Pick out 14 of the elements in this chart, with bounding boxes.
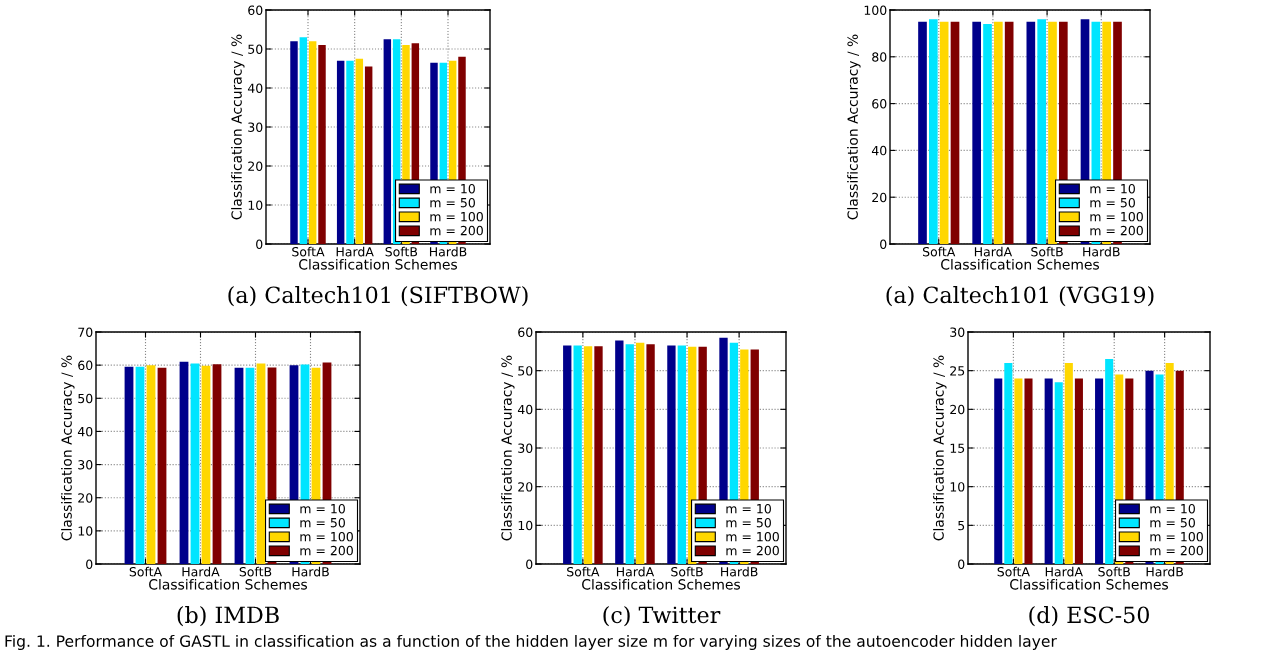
bar	[336, 60, 345, 244]
text: (a) Caltech101 (SIFTBOW)	[228, 286, 528, 307]
text: (b) IMDB	[177, 606, 279, 627]
text: (d) ESC-50	[1029, 606, 1149, 627]
text: (a) Caltech101 (VGG19)	[886, 286, 1154, 307]
bar	[346, 60, 354, 244]
bar	[355, 58, 364, 244]
bar	[308, 41, 317, 244]
bar	[299, 37, 308, 244]
bar	[318, 45, 326, 244]
bar	[290, 41, 298, 244]
bar	[383, 39, 392, 244]
bar	[364, 66, 373, 244]
text: (c) Twitter	[603, 606, 721, 627]
